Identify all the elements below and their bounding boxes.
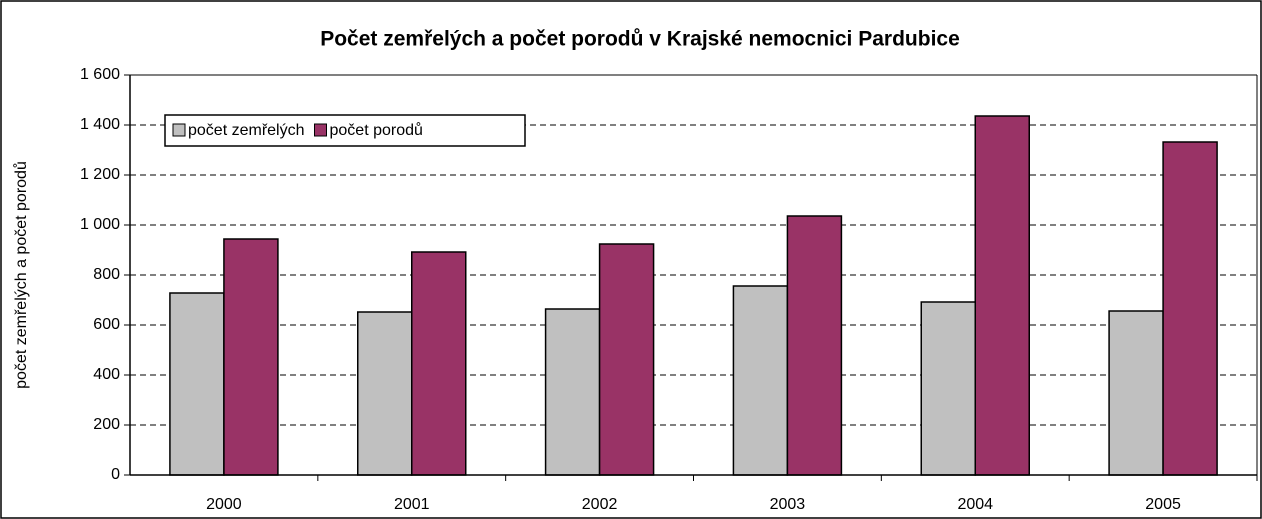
legend-swatch <box>314 123 327 137</box>
x-tick-label: 2004 <box>957 496 993 513</box>
bar <box>411 251 467 476</box>
legend-box <box>164 114 526 147</box>
bar <box>1162 141 1218 476</box>
y-tick-label: 1 000 <box>80 216 120 233</box>
x-tick-label: 2001 <box>394 496 430 513</box>
bar <box>598 243 655 476</box>
bar <box>169 292 225 476</box>
bar <box>1108 310 1164 476</box>
bar <box>786 215 843 476</box>
y-tick-label: 1 200 <box>80 166 120 183</box>
x-tick-label: 2003 <box>770 496 806 513</box>
bar <box>357 311 413 476</box>
y-tick-label: 200 <box>93 416 120 433</box>
y-tick-label: 600 <box>93 316 120 333</box>
legend-label: počet zemřelých <box>188 122 305 139</box>
legend: počet zemřelých počet porodů <box>164 114 526 147</box>
y-tick-label: 1 600 <box>80 66 120 83</box>
x-tick-label: 2002 <box>582 496 618 513</box>
y-tick-label: 800 <box>93 266 120 283</box>
y-tick-label: 400 <box>93 366 120 383</box>
legend-label: počet porodů <box>330 121 423 139</box>
x-tick-label: 2000 <box>206 496 242 513</box>
bar <box>732 285 789 476</box>
y-axis-label: počet zemřelých a počet porodů <box>12 161 30 389</box>
bar <box>544 308 601 476</box>
bar <box>974 115 1030 476</box>
bar <box>920 301 976 476</box>
y-tick-label: 1 400 <box>80 116 120 133</box>
legend-swatch <box>172 123 186 137</box>
y-tick-label: 0 <box>111 466 120 483</box>
x-tick-label: 2005 <box>1145 496 1181 513</box>
bar <box>223 238 279 476</box>
chart-title: Počet zemřelých a počet porodů v Krajské… <box>320 28 960 51</box>
